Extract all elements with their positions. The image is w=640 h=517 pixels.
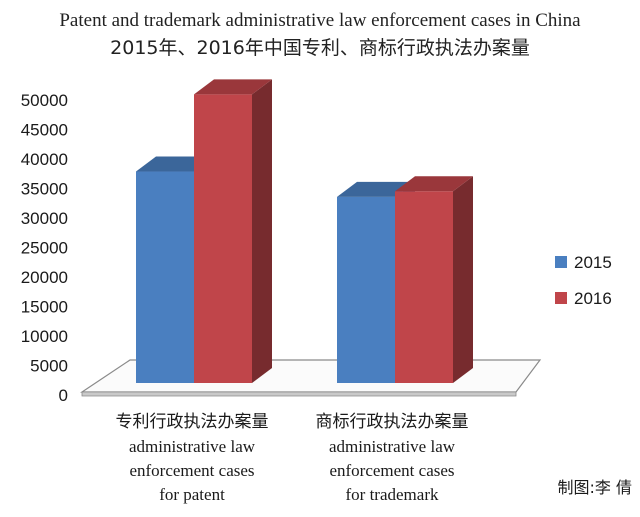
category-label-zh: 专利行政执法办案量 — [116, 412, 269, 432]
y-tick-label: 45000 — [21, 121, 68, 140]
bar-series — [136, 79, 473, 383]
bar-top-face — [194, 79, 272, 95]
category-label-en-line: administrative law — [329, 437, 456, 456]
legend-item-2016: 2016 — [555, 289, 612, 308]
chart-credit: 制图:李 倩 — [558, 478, 632, 497]
bar-front-face — [395, 191, 453, 383]
category-label-en-line: for trademark — [346, 485, 439, 504]
chart-floor-edge — [81, 391, 517, 397]
category-label-en-line: enforcement cases — [129, 461, 254, 480]
bar-2016-patent — [194, 79, 272, 383]
bar-top-face — [395, 176, 473, 192]
y-tick-label: 30000 — [21, 209, 68, 228]
legend-item-2015: 2015 — [555, 253, 612, 272]
y-tick-label: 5000 — [30, 357, 68, 376]
category-label-trademark: 商标行政执法办案量 administrative law enforcement… — [316, 412, 469, 504]
y-tick-label: 50000 — [21, 91, 68, 110]
category-label-patent: 专利行政执法办案量 administrative law enforcement… — [116, 412, 269, 504]
y-tick-label: 0 — [59, 386, 68, 405]
y-tick-label: 25000 — [21, 239, 68, 258]
bar-2016-trademark — [395, 176, 473, 383]
y-tick-label: 35000 — [21, 180, 68, 199]
bar-side-face — [252, 79, 272, 383]
category-label-en-line: enforcement cases — [329, 461, 454, 480]
bar-front-face — [136, 171, 194, 383]
y-axis-tick-labels: 0 5000 10000 15000 20000 25000 30000 35000 40000… — [21, 91, 68, 405]
y-tick-label: 20000 — [21, 268, 68, 287]
chart-subtitle: 2015年、2016年中国专利、商标行政执法办案量 — [110, 37, 530, 59]
y-tick-label: 15000 — [21, 298, 68, 317]
legend: 2015 2016 — [555, 253, 612, 308]
y-tick-label: 40000 — [21, 150, 68, 169]
bar-side-face — [453, 176, 473, 383]
legend-label: 2016 — [574, 289, 612, 308]
legend-swatch — [555, 256, 567, 268]
bar-front-face — [194, 94, 252, 383]
category-label-zh: 商标行政执法办案量 — [316, 412, 469, 432]
category-label-en-line: for patent — [159, 485, 225, 504]
category-label-en-line: administrative law — [129, 437, 256, 456]
y-tick-label: 10000 — [21, 327, 68, 346]
bar-front-face — [337, 196, 395, 383]
legend-label: 2015 — [574, 253, 612, 272]
chart-title: Patent and trademark administrative law … — [59, 10, 581, 31]
legend-swatch — [555, 292, 567, 304]
